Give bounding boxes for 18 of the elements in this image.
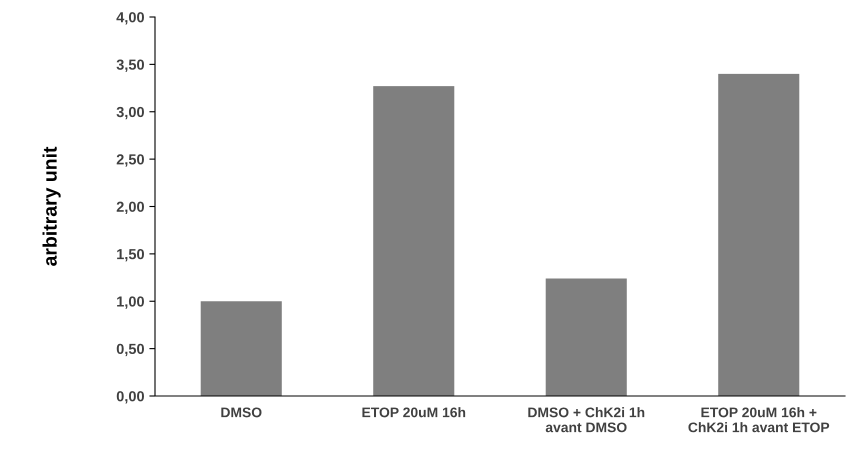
y-tick-label: 2,50 [116,154,144,167]
x-tick-label: ETOP 20uM 16h + ChK2i 1h avant ETOP [688,407,830,432]
bar [718,74,800,396]
bar [200,301,282,396]
y-tick-label: 2,00 [116,202,144,214]
y-axis-title: arbitrary unit [42,146,61,266]
bar [546,278,627,396]
y-tick-label: 3,50 [116,59,144,72]
y-tick-label: 0,00 [116,391,144,404]
y-tick-label: 4,00 [116,12,144,25]
y-tick-label: 1,00 [117,296,144,309]
y-tick-label: 1,50 [117,248,144,262]
y-tick-label: 3,00 [116,106,144,120]
x-tick-label: ETOP 20uM 16h [362,407,466,418]
x-tick-label: DMSO + ChK2i 1h avant DMSO [528,407,644,432]
y-tick-label: 0,50 [116,344,144,356]
x-tick-label: DMSO [221,407,262,418]
bar [373,86,454,396]
